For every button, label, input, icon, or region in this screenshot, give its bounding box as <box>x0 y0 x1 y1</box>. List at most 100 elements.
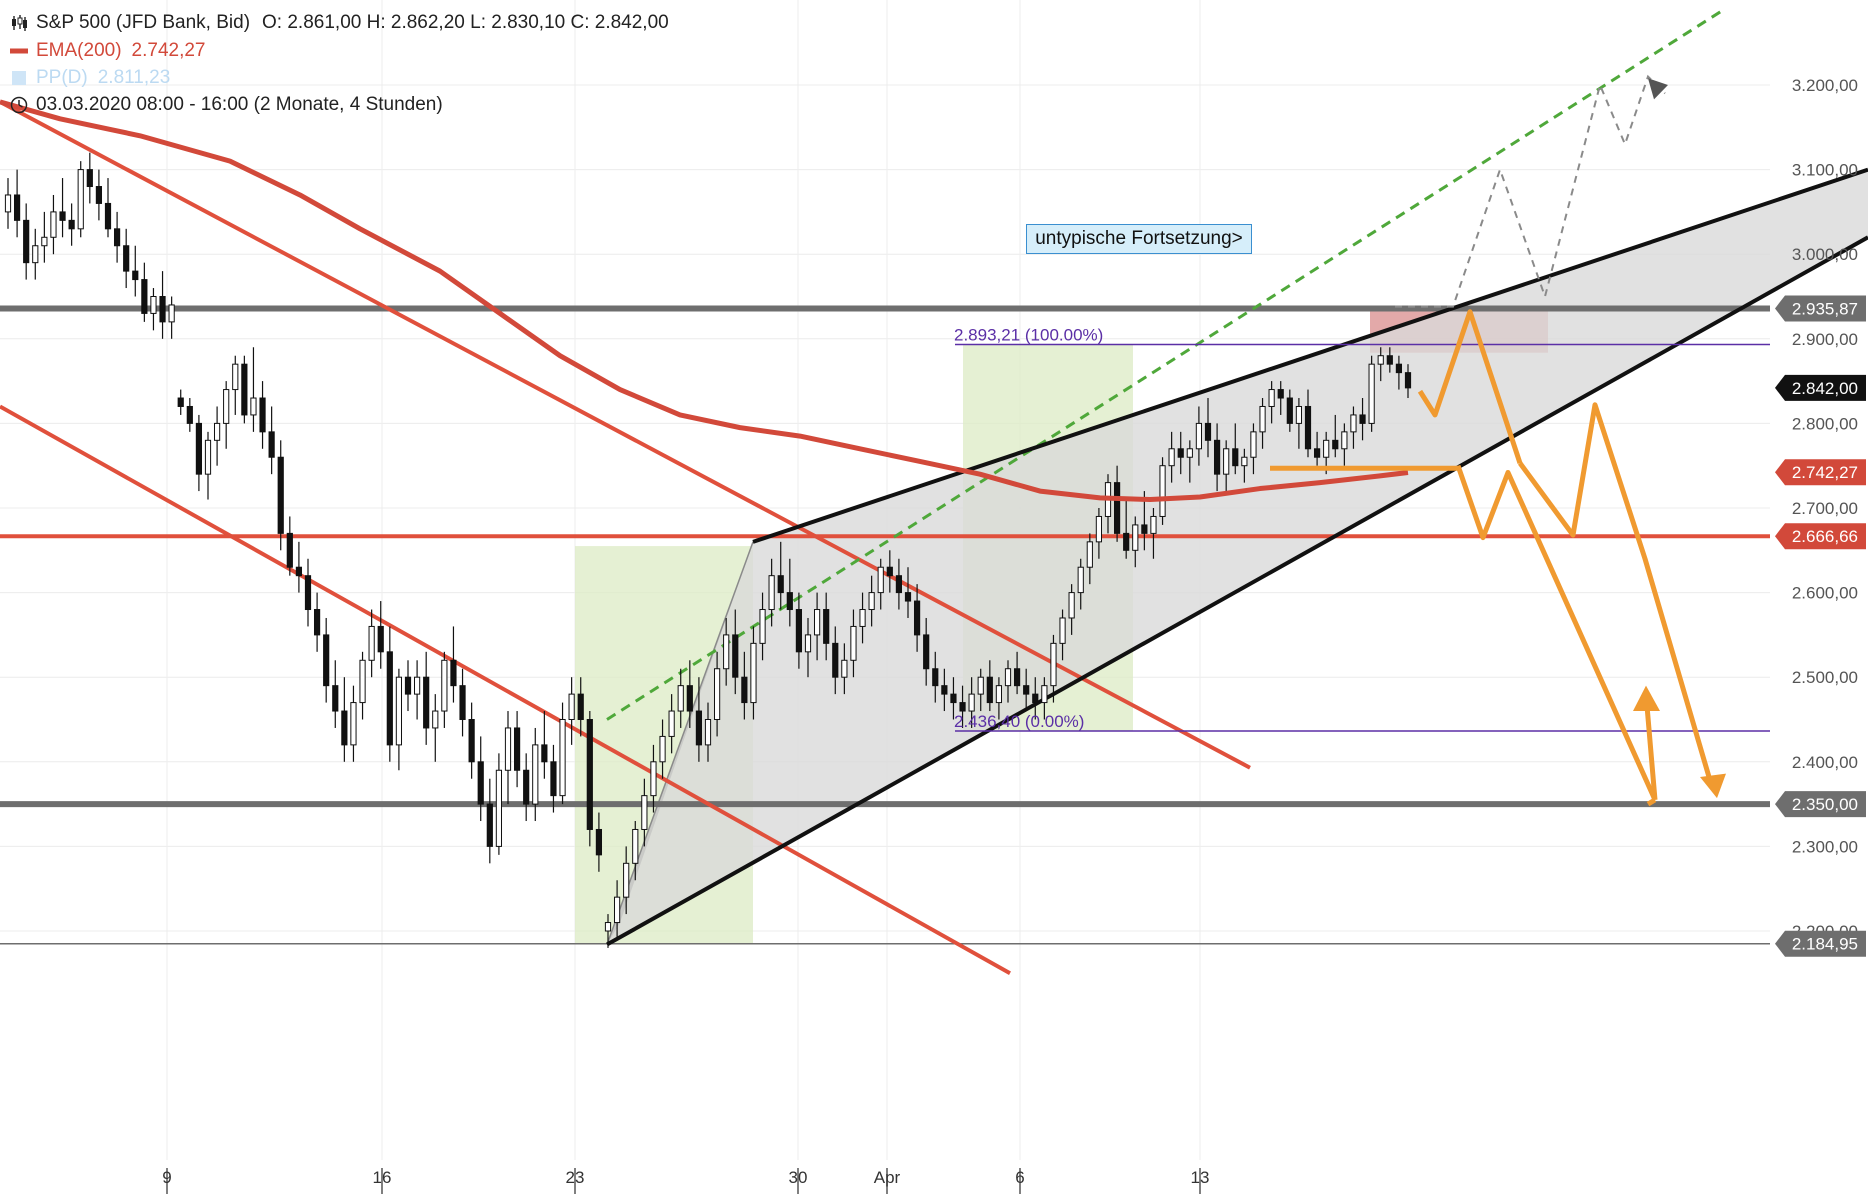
candle-body-145 <box>1323 439 1330 458</box>
orange-path-3 <box>1517 402 1715 788</box>
projections <box>1270 74 1726 807</box>
candle-41 <box>377 601 384 669</box>
candle-body-28 <box>259 397 266 433</box>
candle-body-137 <box>1250 431 1257 458</box>
candle-45 <box>413 660 421 720</box>
candle-body-149 <box>1359 414 1366 424</box>
candle-body-154 <box>1404 372 1412 389</box>
candle-128 <box>1168 431 1175 483</box>
x-tick-6: 13 <box>1191 1168 1210 1187</box>
candle-91 <box>832 626 839 695</box>
candle-body-2 <box>23 219 30 264</box>
candle-141 <box>1286 389 1293 432</box>
candle-body-47 <box>432 710 439 729</box>
candle-47 <box>432 694 439 762</box>
candle-11 <box>104 178 112 238</box>
candle-115 <box>1050 634 1057 703</box>
candle-12 <box>113 211 121 263</box>
level-tag-resistance-2935: 2.935,87 <box>1775 295 1866 322</box>
candle-102 <box>932 651 939 703</box>
level-tag-text-price: 2.842,00 <box>1792 379 1858 398</box>
candle-body-110 <box>1004 668 1012 687</box>
candle-134 <box>1223 440 1230 492</box>
candle-body-128 <box>1168 448 1175 467</box>
candle-body-61 <box>559 719 566 797</box>
candle-body-31 <box>286 532 293 568</box>
candle-body-115 <box>1050 642 1057 687</box>
candle-body-56 <box>513 727 521 771</box>
candle-1 <box>13 169 21 238</box>
candle-16 <box>150 288 157 331</box>
candle-body-17 <box>159 296 166 323</box>
ohlc-values: O: 2.861,00 H: 2.862,20 L: 2.830,10 C: 2… <box>262 12 669 33</box>
candle-54 <box>495 753 503 855</box>
candle-114 <box>1041 677 1048 720</box>
candle-body-22 <box>204 439 212 475</box>
candle-83 <box>759 592 766 661</box>
candle-body-59 <box>541 744 548 763</box>
candle-body-12 <box>113 228 121 247</box>
candle-78 <box>713 651 721 737</box>
candle-body-57 <box>523 769 530 805</box>
candle-body-83 <box>759 609 766 644</box>
candle-76 <box>695 677 703 762</box>
candle-body-10 <box>95 186 103 204</box>
candle-84 <box>768 558 775 627</box>
candle-75 <box>686 660 693 728</box>
candle-127 <box>1159 457 1166 525</box>
candle-body-114 <box>1041 685 1048 704</box>
candle-33 <box>304 558 312 627</box>
candle-8 <box>77 161 84 238</box>
candle-body-88 <box>804 634 812 653</box>
level-tag-bg-level-2666 <box>1775 523 1866 550</box>
candle-79 <box>723 617 730 686</box>
candle-112 <box>1023 668 1030 712</box>
candle-140 <box>1277 381 1284 415</box>
candle-31 <box>286 516 293 576</box>
candle-body-87 <box>795 609 803 653</box>
candle-63 <box>577 677 584 737</box>
candle-body-91 <box>832 642 839 678</box>
candle-body-126 <box>1150 515 1157 534</box>
candle-body-15 <box>141 279 148 314</box>
candle-body-148 <box>1350 414 1357 433</box>
candle-88 <box>804 617 812 678</box>
candle-106 <box>968 677 975 728</box>
candle-body-39 <box>359 659 366 704</box>
candle-69 <box>632 821 639 881</box>
candle-body-150 <box>1368 363 1375 424</box>
candle-body-131 <box>1195 422 1203 450</box>
candles <box>4 152 1412 948</box>
candle-34 <box>313 592 321 652</box>
candle-53 <box>486 778 493 864</box>
candle-6 <box>59 178 66 238</box>
candle-body-124 <box>1132 524 1139 551</box>
candle-18 <box>168 296 175 339</box>
candle-111 <box>1013 651 1021 695</box>
candle-body-20 <box>186 405 193 424</box>
candle-body-99 <box>904 592 912 602</box>
candle-body-144 <box>1313 448 1321 458</box>
candle-116 <box>1059 609 1066 661</box>
candle-body-119 <box>1086 541 1093 568</box>
candle-body-109 <box>995 685 1003 704</box>
candle-body-75 <box>686 685 693 712</box>
candle-59 <box>541 711 548 779</box>
candle-23 <box>213 406 221 466</box>
candle-137 <box>1250 423 1257 475</box>
candle-150 <box>1368 355 1375 432</box>
candle-body-146 <box>1332 439 1339 450</box>
candle-2 <box>23 203 30 280</box>
candle-104 <box>950 677 957 720</box>
candle-90 <box>823 592 830 661</box>
candle-25 <box>232 355 239 415</box>
candle-body-33 <box>304 575 312 611</box>
candle-28 <box>259 381 266 449</box>
candle-40 <box>368 609 375 678</box>
candle-27 <box>250 347 257 432</box>
candle-39 <box>359 651 366 720</box>
y-tick-10: 3.200,00 <box>1792 76 1858 95</box>
candle-body-77 <box>704 719 712 746</box>
annotation-label[interactable]: untypische Fortsetzung> <box>1026 224 1252 254</box>
